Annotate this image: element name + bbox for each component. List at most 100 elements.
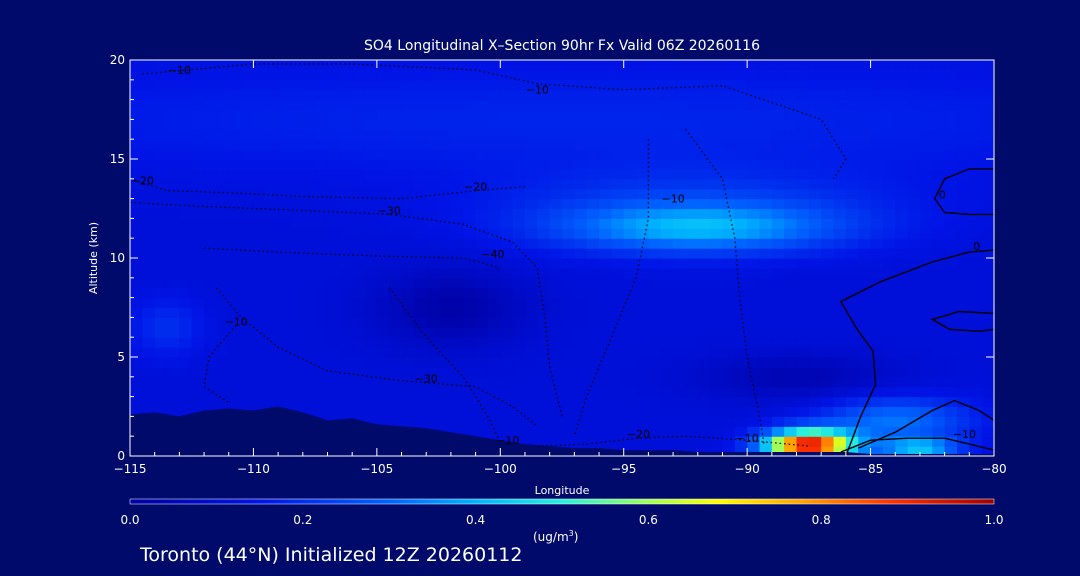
heatmap-cell — [562, 159, 575, 170]
heatmap-cell — [278, 258, 292, 269]
heatmap-cell — [315, 307, 329, 318]
heatmap-cell — [710, 317, 724, 328]
heatmap-cell — [179, 347, 193, 358]
heatmap-cell — [315, 287, 329, 299]
heatmap-cell — [549, 89, 563, 101]
heatmap-cell — [895, 426, 909, 437]
heatmap-cell — [784, 337, 798, 348]
heatmap-cell — [463, 188, 477, 200]
heatmap-cell — [389, 267, 403, 279]
heatmap-cell — [450, 208, 464, 219]
heatmap-cell — [685, 386, 699, 398]
heatmap-cell — [253, 208, 267, 219]
heatmap-cell — [290, 178, 304, 190]
heatmap-cell — [154, 149, 168, 160]
heatmap-cell — [611, 69, 625, 81]
heatmap-cell — [907, 198, 921, 210]
heatmap-cell — [784, 386, 798, 398]
heatmap-cell — [450, 287, 464, 299]
heatmap-cell — [648, 416, 662, 427]
heatmap-cell — [882, 376, 896, 388]
heatmap-cell — [648, 297, 662, 309]
heatmap-cell — [142, 396, 156, 408]
heatmap-cell — [142, 248, 156, 259]
heatmap-cell — [426, 198, 440, 210]
heatmap-cell — [858, 317, 872, 328]
contour-label: −10 — [496, 434, 519, 447]
heatmap-cell — [722, 238, 736, 249]
heatmap-cell — [636, 238, 649, 249]
heatmap-cell — [759, 188, 773, 200]
heatmap-cell — [833, 366, 847, 378]
heatmap-cell — [154, 228, 168, 239]
heatmap-cell — [956, 60, 970, 71]
heatmap-cell — [537, 287, 551, 299]
heatmap-cell — [685, 347, 699, 358]
heatmap-cell — [747, 129, 761, 140]
heatmap-cell — [969, 267, 983, 279]
contour-label: −10 — [953, 428, 976, 441]
heatmap-cell — [524, 109, 538, 120]
heatmap-cell — [450, 347, 464, 358]
heatmap-cell — [364, 406, 378, 417]
heatmap-cell — [376, 178, 390, 190]
heatmap-cell — [796, 347, 810, 358]
heatmap-cell — [808, 60, 822, 71]
heatmap-cell — [278, 297, 292, 309]
heatmap-cell — [907, 396, 921, 408]
colorbar-unit-superscript: 3 — [569, 529, 574, 538]
heatmap-cell — [956, 149, 970, 160]
heatmap-cell — [870, 366, 884, 378]
heatmap-cell — [673, 109, 687, 120]
heatmap-cell — [389, 109, 403, 120]
heatmap-cell — [710, 129, 724, 140]
heatmap-cell — [265, 218, 279, 229]
heatmap-cell — [512, 337, 526, 348]
heatmap-cell — [154, 198, 168, 210]
heatmap-cell — [549, 139, 563, 150]
heatmap-cell — [981, 109, 994, 120]
heatmap-cell — [833, 287, 847, 299]
heatmap-cell — [327, 69, 341, 81]
heatmap-cell — [500, 208, 514, 219]
heatmap-cell — [759, 386, 773, 398]
heatmap-cell — [179, 89, 193, 101]
heatmap-cell — [574, 79, 588, 91]
heatmap-cell — [944, 297, 958, 309]
heatmap-cell — [697, 287, 711, 299]
heatmap-cell — [648, 119, 662, 130]
heatmap-cell — [512, 297, 526, 309]
heatmap-cell — [302, 347, 316, 358]
heatmap-cell — [167, 386, 180, 398]
heatmap-cell — [574, 208, 588, 219]
heatmap-cell — [956, 406, 970, 417]
heatmap-cell — [315, 99, 329, 111]
heatmap-cell — [315, 119, 329, 130]
heatmap-cell — [969, 159, 983, 170]
heatmap-cell — [228, 188, 242, 200]
heatmap-cell — [660, 317, 674, 328]
heatmap-cell — [969, 396, 983, 408]
heatmap-cell — [130, 69, 143, 81]
heatmap-cell — [512, 357, 526, 368]
heatmap-cell — [413, 69, 427, 81]
heatmap-cell — [636, 426, 649, 437]
heatmap-cell — [253, 376, 267, 388]
heatmap-cell — [438, 69, 452, 81]
heatmap-cell — [500, 258, 514, 269]
heatmap-cell — [833, 376, 847, 388]
heatmap-cell — [302, 129, 316, 140]
heatmap-cell — [611, 208, 625, 219]
heatmap-cell — [722, 366, 736, 378]
heatmap-cell — [734, 139, 748, 150]
heatmap-cell — [265, 60, 279, 71]
heatmap-cell — [697, 89, 711, 101]
heatmap-cell — [722, 149, 736, 160]
heatmap-cell — [154, 69, 168, 81]
heatmap-cell — [179, 79, 193, 91]
heatmap-cell — [487, 337, 501, 348]
heatmap-cell — [833, 297, 847, 309]
heatmap-cell — [216, 119, 230, 130]
heatmap-cell — [191, 267, 205, 279]
heatmap-cell — [327, 119, 341, 130]
